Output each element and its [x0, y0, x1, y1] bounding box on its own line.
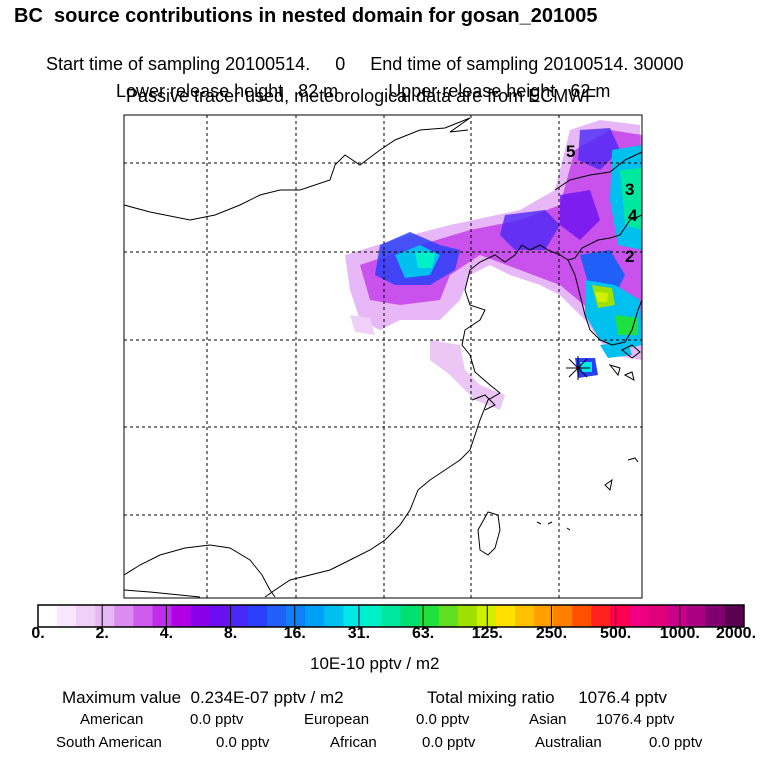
colorbar-cell: [305, 605, 325, 627]
colorbar-tick-label: 4.: [159, 625, 174, 642]
colorbar-cell: [114, 605, 134, 627]
european-value: 0.0 pptv: [416, 711, 470, 728]
colorbar-cell: [705, 605, 726, 627]
colorbar-cell: [95, 605, 115, 627]
colorbar-cell: [591, 605, 611, 627]
colorbar-cell: [438, 605, 459, 627]
end-time-value: 20100514. 30000: [543, 54, 684, 74]
african-label: African: [330, 734, 377, 751]
colorbar-cell: [190, 605, 211, 627]
map-frame: [123, 114, 643, 599]
colorbar-units: 10E-10 pptv / m2: [310, 654, 440, 673]
colorbar-cell: [495, 605, 516, 627]
colorbar-tick-label: 8.: [223, 625, 238, 642]
colorbar-cell: [76, 605, 96, 627]
colorbar-cell: [457, 605, 478, 627]
colorbar-cell: [362, 605, 382, 627]
colorbar-tick-label: 500.: [600, 625, 632, 642]
colorbar-cell: [572, 605, 592, 627]
colorbar-cell: [534, 605, 554, 627]
colorbar-cell: [553, 605, 573, 627]
south-american-value: 0.0 pptv: [216, 734, 270, 751]
colorbar-cell: [266, 605, 287, 627]
colorbar-cell: [724, 605, 745, 627]
region-label: 2: [625, 247, 634, 266]
total-mixing-value: 1076.4 pptv: [578, 688, 668, 707]
lat-lon-grid: [124, 115, 642, 598]
region-label: 4: [628, 206, 638, 225]
plot-title: BC source contributions in nested domain…: [14, 5, 598, 27]
colorbar-cell: [419, 605, 440, 627]
asian-value: 1076.4 pptv: [596, 711, 675, 728]
colorbar-cell: [343, 605, 363, 627]
colorbar-cells: [38, 605, 745, 627]
european-label: European: [304, 711, 370, 728]
region-label: 5: [566, 142, 575, 161]
lower-height-value: 82 m: [298, 81, 339, 101]
total-mixing-label: Total mixing ratio: [427, 688, 555, 707]
colorbar-cell: [400, 605, 421, 627]
colorbar-tick-label: 31.: [347, 625, 371, 642]
colorbar-cell: [324, 605, 344, 627]
start-time-value: 20100514. 0: [225, 54, 346, 74]
colorbar-cell: [476, 605, 497, 627]
colorbar-tick-label: 250.: [535, 625, 568, 642]
sampling-time-line: Start time of sampling 20100514. 0 End t…: [36, 33, 684, 75]
colorbar-cell: [209, 605, 230, 627]
african-value: 0.0 pptv: [422, 734, 476, 751]
upper-height-value: 62 m: [570, 81, 611, 101]
colorbar-tick-label: 2.: [95, 625, 109, 642]
lower-height-label: Lower release height: [116, 81, 284, 101]
coastlines: [123, 117, 643, 598]
colorbar-cell: [152, 605, 173, 627]
american-value: 0.0 pptv: [190, 711, 244, 728]
colorbar-tick-label: 1000.: [659, 625, 700, 642]
colorbar-frame: [37, 604, 745, 628]
colorbar-cell: [610, 605, 631, 627]
colorbar-cell: [38, 605, 58, 627]
asian-label: Asian: [529, 711, 567, 728]
australian-value: 0.0 pptv: [649, 734, 703, 751]
start-time-label: Start time of sampling: [46, 54, 221, 74]
colorbar-cell: [667, 605, 688, 627]
american-label: American: [80, 711, 144, 728]
max-value-line: Maximum value 0.234E-07 pptv / m2: [62, 688, 344, 708]
colorbar-cell: [133, 605, 153, 627]
south-american-label: South American: [56, 734, 162, 751]
colorbar-tick-label: 125.: [471, 625, 503, 642]
max-value-label: Maximum value: [62, 688, 182, 707]
colorbar-tick-label: 63.: [411, 625, 435, 642]
tracer-note: Passive tracer used, meteorological data…: [126, 86, 597, 106]
concentration-field: [345, 120, 642, 410]
end-time-label: End time of sampling: [370, 54, 539, 74]
max-value: 0.234E-07 pptv / m2: [190, 688, 344, 707]
colorbar-cell: [286, 605, 306, 627]
australian-label: Australian: [535, 734, 602, 751]
colorbar-cell: [629, 605, 650, 627]
total-mixing-line: Total mixing ratio 1076.4 pptv: [427, 688, 667, 708]
colorbar-cell: [57, 605, 77, 627]
colorbar-tick-label: 16.: [283, 625, 306, 642]
colorbar-cell: [228, 605, 249, 627]
colorbar-tick-label: 2000.: [715, 625, 757, 642]
colorbar-cell: [686, 605, 707, 627]
region-label: 3: [625, 180, 634, 199]
colorbar-cell: [171, 605, 192, 627]
colorbar-cell: [381, 605, 402, 627]
upper-height-label: Upper release height: [388, 81, 556, 101]
colorbar-tick-label: 0.: [31, 625, 45, 642]
colorbar-cell: [247, 605, 268, 627]
colorbar-cell: [515, 605, 535, 627]
release-height-line: Lower release height 82 m Upper release …: [106, 60, 610, 102]
colorbar-cell: [648, 605, 669, 627]
receptor-star-marker: [566, 356, 590, 380]
